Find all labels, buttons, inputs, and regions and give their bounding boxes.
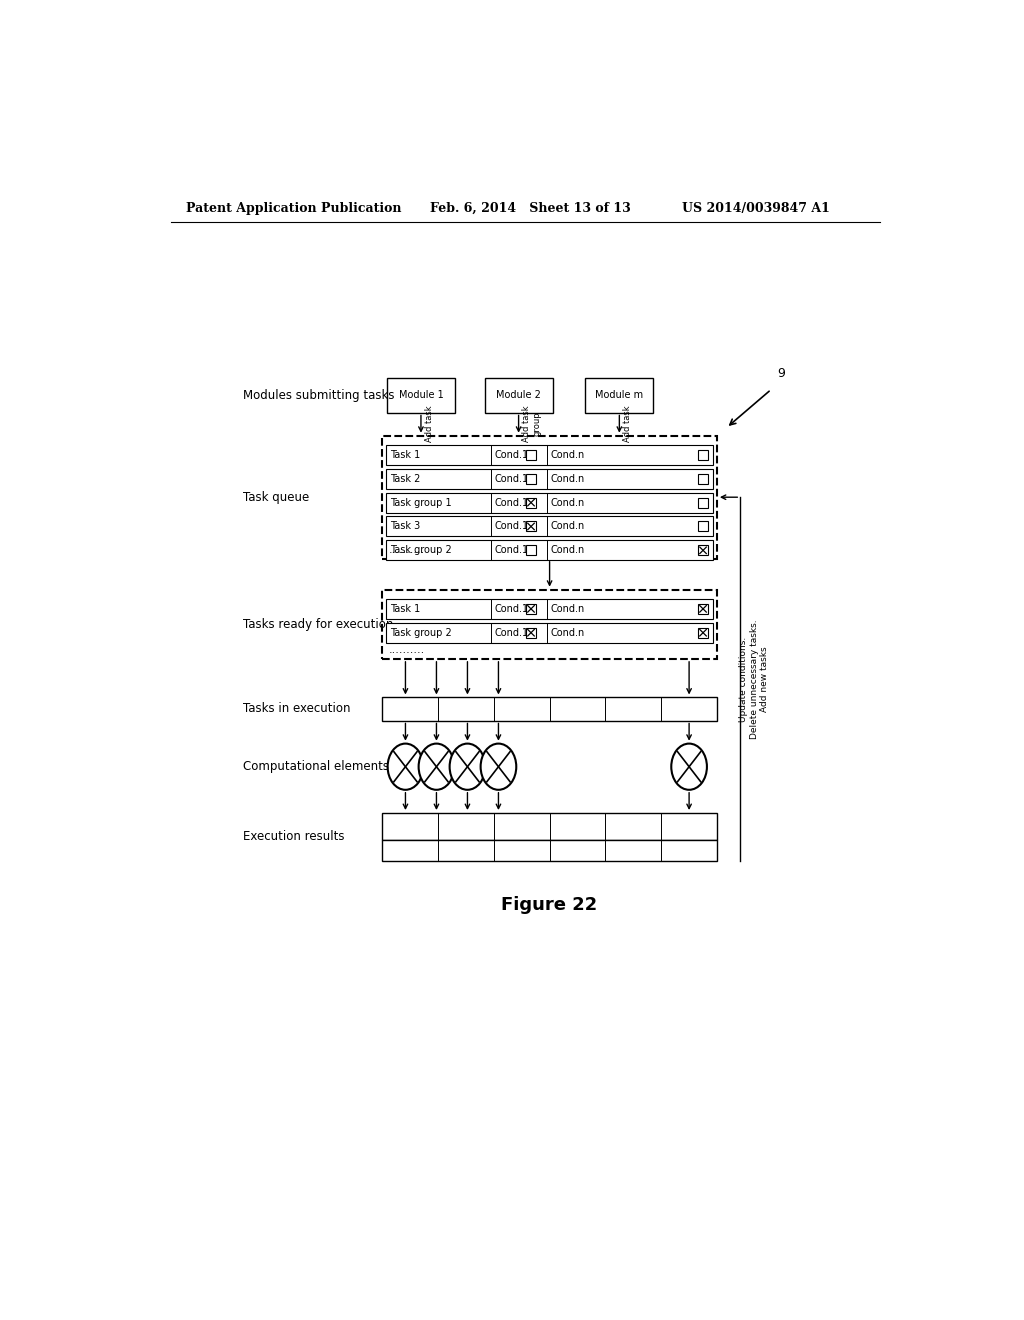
Ellipse shape — [480, 743, 516, 789]
Bar — [698, 450, 708, 459]
Text: Cond.1: Cond.1 — [495, 450, 528, 459]
Text: Cond.1: Cond.1 — [495, 603, 528, 614]
Text: Figure 22: Figure 22 — [502, 896, 598, 915]
Text: Tasks in execution: Tasks in execution — [243, 702, 350, 715]
Bar — [387, 378, 455, 412]
Text: US 2014/0039847 A1: US 2014/0039847 A1 — [682, 202, 830, 215]
Bar — [698, 521, 708, 532]
Text: 9: 9 — [777, 367, 785, 380]
Text: Cond.n: Cond.n — [550, 450, 585, 459]
Text: Module m: Module m — [595, 391, 643, 400]
Text: Feb. 6, 2014   Sheet 13 of 13: Feb. 6, 2014 Sheet 13 of 13 — [430, 202, 631, 215]
Bar — [698, 603, 708, 614]
Text: Cond.1: Cond.1 — [495, 474, 528, 483]
Bar — [526, 521, 536, 532]
Text: ..........: .......... — [388, 644, 425, 655]
Text: Tasks ready for execution: Tasks ready for execution — [243, 618, 393, 631]
Bar — [698, 474, 708, 483]
Bar — [382, 590, 717, 659]
Text: Cond.n: Cond.n — [550, 603, 585, 614]
Bar — [386, 516, 713, 536]
Bar — [526, 474, 536, 483]
Bar — [386, 492, 713, 512]
Bar — [586, 378, 653, 412]
Text: Computational elements: Computational elements — [243, 760, 389, 774]
Bar — [526, 628, 536, 638]
Text: Module 2: Module 2 — [497, 391, 541, 400]
Text: Update conditions.
Delete unnecessary tasks.
Add new tasks: Update conditions. Delete unnecessary ta… — [739, 619, 769, 739]
Bar — [698, 545, 708, 556]
Text: Task 1: Task 1 — [390, 603, 420, 614]
Text: Execution results: Execution results — [243, 830, 344, 843]
Text: Cond.1: Cond.1 — [495, 628, 528, 638]
Bar — [386, 445, 713, 465]
Text: Add task
group: Add task group — [522, 405, 542, 442]
Text: Modules submitting tasks: Modules submitting tasks — [243, 388, 394, 401]
Text: Add task: Add task — [624, 405, 632, 442]
Text: Task 3: Task 3 — [390, 521, 420, 532]
Text: Cond.n: Cond.n — [550, 521, 585, 532]
Text: Cond.1: Cond.1 — [495, 521, 528, 532]
Text: Module 1: Module 1 — [398, 391, 443, 400]
Text: Task group 1: Task group 1 — [390, 498, 452, 508]
Bar — [526, 603, 536, 614]
Ellipse shape — [672, 743, 707, 789]
Text: Task group 2: Task group 2 — [390, 545, 452, 556]
Bar — [382, 840, 717, 861]
Ellipse shape — [450, 743, 485, 789]
Bar — [484, 378, 553, 412]
Bar — [526, 450, 536, 459]
Text: Cond.n: Cond.n — [550, 498, 585, 508]
Text: Cond.n: Cond.n — [550, 545, 585, 556]
Bar — [382, 697, 717, 721]
Bar — [382, 813, 717, 840]
Text: Task 2: Task 2 — [390, 474, 420, 483]
Bar — [382, 436, 717, 558]
Bar — [698, 628, 708, 638]
Text: Cond.1: Cond.1 — [495, 498, 528, 508]
Text: Cond.n: Cond.n — [550, 628, 585, 638]
Text: Task group 2: Task group 2 — [390, 628, 452, 638]
Bar — [386, 469, 713, 488]
Text: Cond.n: Cond.n — [550, 474, 585, 483]
Text: Task 1: Task 1 — [390, 450, 420, 459]
Text: Add task: Add task — [425, 405, 434, 442]
Ellipse shape — [419, 743, 455, 789]
Bar — [386, 540, 713, 561]
Bar — [526, 498, 536, 508]
Bar — [698, 498, 708, 508]
Text: Cond.1: Cond.1 — [495, 545, 528, 556]
Bar — [526, 545, 536, 556]
Bar — [386, 623, 713, 643]
Ellipse shape — [388, 743, 423, 789]
Text: Patent Application Publication: Patent Application Publication — [186, 202, 401, 215]
Text: ..........: .......... — [388, 545, 425, 554]
Bar — [386, 599, 713, 619]
Text: Task queue: Task queue — [243, 491, 309, 504]
